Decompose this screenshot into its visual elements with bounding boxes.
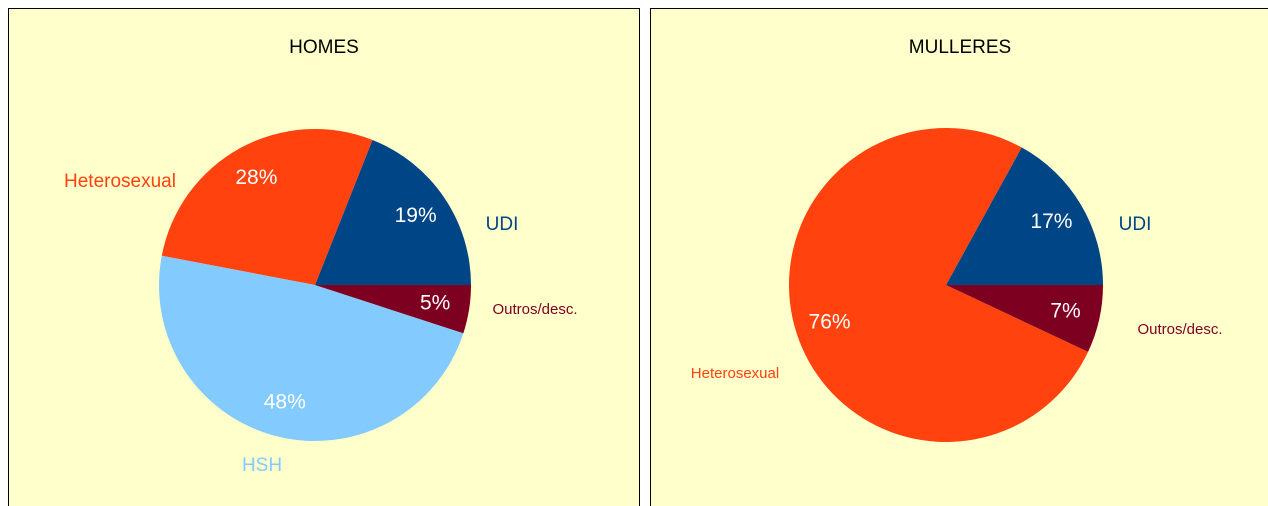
value-label: 19% [395, 204, 437, 227]
chart-title: HOMES [289, 37, 359, 58]
pie-slice [158, 255, 464, 442]
value-label: 5% [420, 292, 450, 315]
value-label: 7% [1050, 299, 1080, 322]
category-label: Heterosexual [64, 171, 176, 192]
pie-slice [315, 139, 471, 285]
pie-slice [789, 128, 1089, 443]
value-label: 17% [1030, 210, 1072, 233]
category-label: HSH [242, 455, 282, 476]
pie-slice [946, 147, 1103, 285]
pie-slice [161, 129, 373, 285]
chart-title: MULLERES [909, 37, 1011, 58]
category-label: UDI [1119, 214, 1152, 235]
category-label: Outros/desc. [492, 301, 577, 318]
pie-slice [315, 285, 471, 334]
value-label: 76% [809, 310, 851, 333]
pie-slice [946, 285, 1103, 352]
value-label: 28% [235, 166, 277, 189]
value-label: 48% [264, 390, 306, 413]
category-label: Outros/desc. [1137, 321, 1222, 338]
category-label: Heterosexual [691, 365, 779, 382]
category-label: UDI [486, 214, 519, 235]
